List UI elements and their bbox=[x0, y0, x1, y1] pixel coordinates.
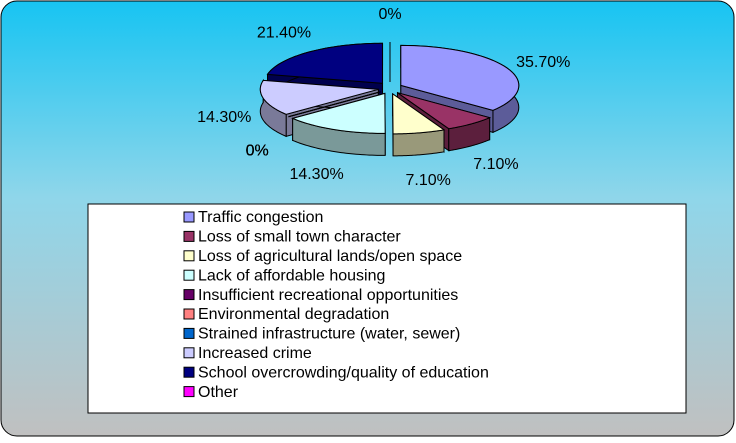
legend-label: Insufficient recreational opportunities bbox=[198, 287, 458, 304]
legend-swatch bbox=[184, 387, 194, 397]
data-label: 0% bbox=[378, 6, 401, 23]
legend-swatch bbox=[184, 309, 194, 319]
data-label: 0% bbox=[246, 143, 269, 160]
data-label: 21.40% bbox=[257, 25, 311, 42]
legend-swatch bbox=[184, 251, 194, 261]
data-label: 7.10% bbox=[405, 172, 450, 189]
legend-label: Strained infrastructure (water, sewer) bbox=[198, 326, 460, 343]
legend-label: School overcrowding/quality of education bbox=[198, 364, 489, 381]
data-label: 7.10% bbox=[473, 156, 518, 173]
legend-label: Loss of agricultural lands/open space bbox=[198, 248, 462, 265]
legend-label: Lack of affordable housing bbox=[198, 267, 385, 284]
legend-swatch bbox=[184, 290, 194, 300]
legend-swatch bbox=[184, 270, 194, 280]
legend-swatch bbox=[184, 212, 194, 222]
legend-label: Environmental degradation bbox=[198, 306, 389, 323]
data-label: 35.70% bbox=[516, 54, 570, 71]
legend-swatch bbox=[184, 367, 194, 377]
legend-swatch bbox=[184, 348, 194, 358]
legend-swatch bbox=[184, 231, 194, 241]
legend-label: Increased crime bbox=[198, 345, 312, 362]
legend-swatch bbox=[184, 328, 194, 338]
legend-label: Traffic congestion bbox=[198, 209, 323, 226]
data-label: 14.30% bbox=[197, 109, 251, 126]
data-label: 14.30% bbox=[289, 166, 343, 183]
legend-label: Other bbox=[198, 384, 239, 401]
legend-label: Loss of small town character bbox=[198, 229, 401, 246]
